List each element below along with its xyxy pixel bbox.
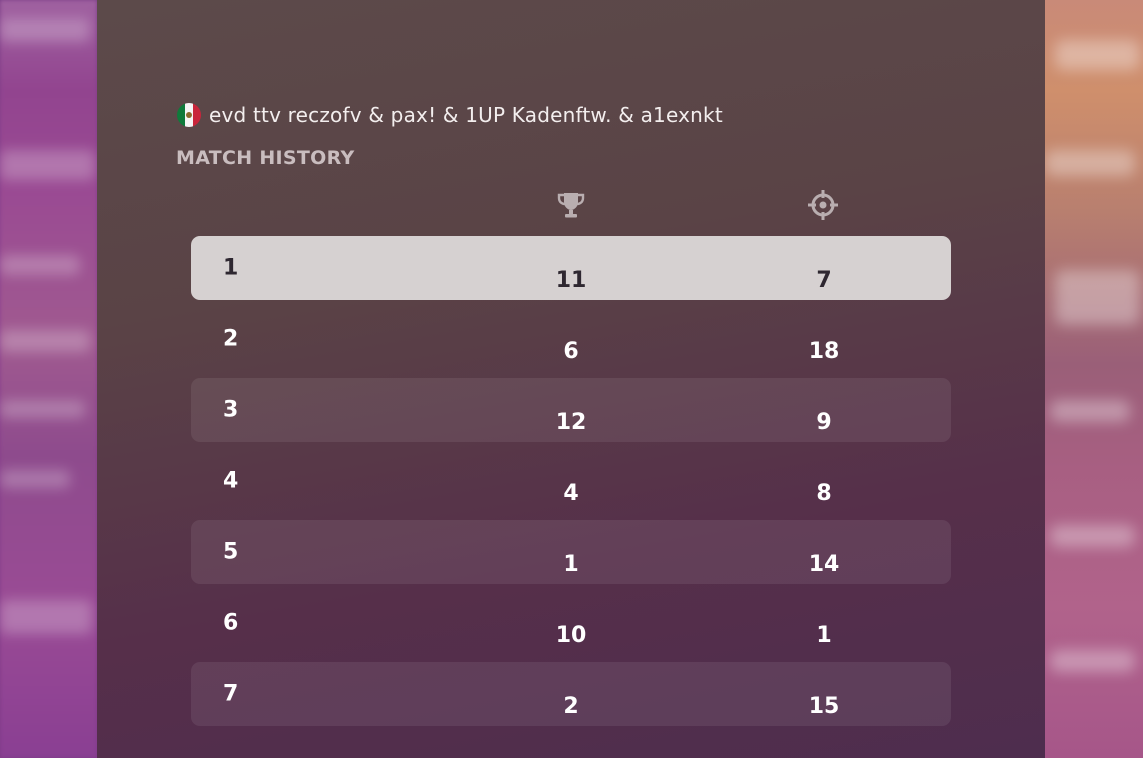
- match-row-2[interactable]: 2 6 18: [191, 307, 951, 371]
- blurred-background-right: [1045, 0, 1143, 758]
- match-history-panel: evd ttv reczofv & pax! & 1UP Kadenftw. &…: [97, 0, 1045, 758]
- match-eliminations: 1: [816, 623, 832, 648]
- match-number: 3: [223, 397, 239, 423]
- match-eliminations: 18: [808, 339, 840, 364]
- blurred-background-left: [0, 0, 97, 758]
- match-placement: 6: [563, 339, 579, 364]
- mexico-flag-icon: [177, 103, 201, 127]
- match-placement: 11: [555, 268, 587, 293]
- match-number: 4: [223, 468, 239, 494]
- team-header: evd ttv reczofv & pax! & 1UP Kadenftw. &…: [177, 103, 723, 127]
- match-eliminations: 7: [816, 268, 832, 293]
- match-placement: 12: [555, 410, 587, 435]
- trophy-icon: [554, 190, 588, 220]
- match-number: 6: [223, 610, 239, 636]
- match-number: 7: [223, 681, 239, 707]
- match-row-5[interactable]: 5 1 14: [191, 520, 951, 584]
- match-placement: 4: [563, 481, 579, 506]
- crosshair-icon: [806, 190, 840, 220]
- match-placement: 1: [563, 552, 579, 577]
- match-eliminations: 14: [808, 552, 840, 577]
- match-row-7[interactable]: 7 2 15: [191, 662, 951, 726]
- match-row-3[interactable]: 3 12 9: [191, 378, 951, 442]
- match-number: 2: [223, 326, 239, 352]
- match-placement: 2: [563, 694, 579, 719]
- match-number: 1: [223, 255, 239, 281]
- section-title: MATCH HISTORY: [176, 147, 355, 169]
- match-row-6[interactable]: 6 10 1: [191, 591, 951, 655]
- match-placement: 10: [555, 623, 587, 648]
- team-players-label: evd ttv reczofv & pax! & 1UP Kadenftw. &…: [209, 103, 723, 127]
- match-list: 1 11 7 2 6 18 3 12 9 4 4 8 5 1 14 6 10 1: [191, 236, 951, 733]
- match-eliminations: 9: [816, 410, 832, 435]
- match-eliminations: 15: [808, 694, 840, 719]
- match-number: 5: [223, 539, 239, 565]
- match-row-1[interactable]: 1 11 7: [191, 236, 951, 300]
- match-eliminations: 8: [816, 481, 832, 506]
- match-row-4[interactable]: 4 4 8: [191, 449, 951, 513]
